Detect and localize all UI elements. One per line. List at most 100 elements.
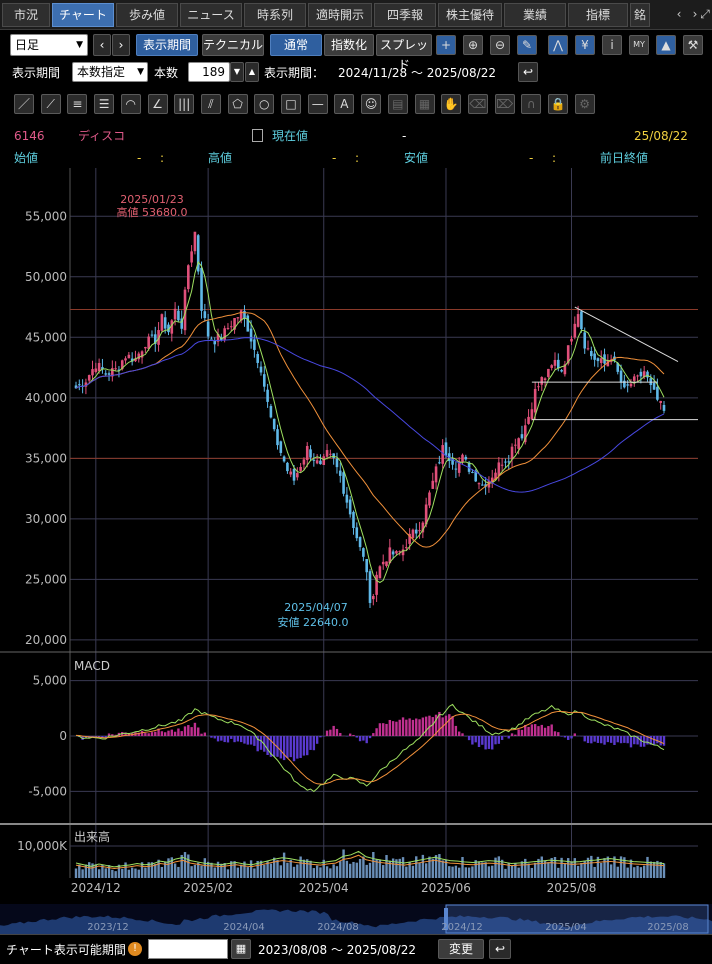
line-tool-icon[interactable]: ／ (14, 94, 34, 114)
zoom-out-icon[interactable]: ⊖ (490, 35, 510, 55)
zoom-in-icon[interactable]: ⊕ (463, 35, 483, 55)
volume-bar (154, 864, 157, 878)
tab-5[interactable]: 適時開示 (308, 3, 372, 27)
tab-6[interactable]: 四季報 (374, 3, 436, 27)
parallel-lines-icon[interactable]: ≡ (67, 94, 88, 114)
horizontal-lines (70, 308, 698, 459)
volume-bar (639, 867, 643, 878)
tab-8[interactable]: 業績 (504, 3, 566, 27)
ruler-tool-icon[interactable]: ⟋ (40, 94, 61, 114)
volume-bar (596, 856, 600, 878)
copy-icon[interactable]: ▤ (387, 94, 408, 114)
next-button[interactable]: › (112, 34, 130, 56)
candle-body (259, 366, 263, 373)
settings-icon[interactable]: ⚙ (574, 94, 595, 114)
stock-code: 6146 (14, 129, 45, 143)
volume-bar (524, 858, 527, 878)
prev-button[interactable]: ‹ (93, 34, 111, 56)
macd-histogram-bar (121, 732, 124, 736)
volume-bar (593, 866, 596, 878)
hand-icon[interactable]: ✋ (441, 94, 462, 114)
technical-button[interactable]: テクニカル (202, 34, 264, 56)
period-type-select[interactable]: 日足 ▼ (10, 34, 88, 56)
wrench-icon[interactable]: ⚒ (683, 35, 703, 55)
tab-9[interactable]: 指標 (568, 3, 628, 27)
lock-icon[interactable]: 🔒 (548, 94, 568, 114)
count-up-button[interactable]: ▲ (245, 62, 259, 82)
prev-close-label: 前日終値 (600, 151, 649, 165)
tab-3[interactable]: ニュース (180, 3, 242, 27)
magnet-icon[interactable]: ∩ (521, 94, 542, 114)
tab-10[interactable]: 銘 (630, 3, 650, 27)
macd-histogram-bar (500, 736, 504, 740)
count-down-button[interactable]: ▼ (230, 62, 244, 82)
horizontal-lines-icon[interactable]: ☰ (94, 94, 115, 114)
volume-bar (157, 859, 160, 878)
display-period-button[interactable]: 表示期間 (136, 34, 198, 56)
annotations: 2025/01/23 高値 53680.0 2025/04/07 安値 2264… (117, 193, 349, 629)
candle-body (623, 380, 626, 388)
hline-icon[interactable]: — (307, 94, 328, 114)
macd-histogram-bar (662, 736, 666, 746)
plus-icon[interactable]: + (436, 35, 456, 55)
pencil-icon[interactable]: ✎ (517, 35, 537, 55)
macd-histogram-bar (296, 736, 299, 759)
yen-icon[interactable]: ¥ (575, 35, 595, 55)
tab-7[interactable]: 株主優待 (438, 3, 502, 27)
mode-index-button[interactable]: 指数化 (324, 34, 374, 56)
overview-navigator[interactable]: 2023/12 2024/04 2024/08 2024/12 2025/04 2025/… (0, 904, 712, 934)
price-chart[interactable]: 55,000 50,000 45,000 40,000 35,000 30,000 25,0… (0, 168, 712, 900)
volume-bar (438, 854, 441, 878)
info-icon[interactable]: i (602, 35, 622, 55)
square-icon[interactable]: □ (281, 94, 301, 114)
reset-range-button[interactable]: ↩ (489, 939, 511, 959)
macd-histogram-bar (114, 734, 117, 736)
low-annotation-text: 安値 22640.0 (278, 615, 349, 629)
change-button[interactable]: 変更 (438, 939, 484, 959)
eraser-all-icon[interactable]: ⌦ (494, 94, 515, 114)
volume-bar (401, 857, 405, 878)
chart-lines-icon[interactable]: ⋀ (548, 35, 568, 55)
tab-prev-icon[interactable]: ‹ (676, 7, 682, 21)
eraser-icon[interactable]: ⌫ (467, 94, 488, 114)
candle-body (160, 314, 164, 331)
vertical-lines-icon[interactable]: ||| (174, 94, 195, 114)
date-input[interactable] (148, 939, 228, 959)
stamp-icon[interactable]: ☺ (361, 94, 382, 114)
calendar-icon[interactable]: ▦ (231, 939, 251, 959)
fan-tool-icon[interactable]: ∠ (147, 94, 168, 114)
tab-next-icon[interactable]: › (692, 7, 698, 21)
tab-0[interactable]: 市況 (2, 3, 50, 27)
tab-2[interactable]: 歩み値 (116, 3, 178, 27)
volume-bar (322, 859, 325, 878)
my-icon[interactable]: MY (629, 35, 649, 55)
date-tick-label: 2025/06 (421, 881, 471, 895)
macd-histogram-bar (424, 716, 428, 736)
drawing-toolbar: ／ ⟋ ≡ ☰ ◠ ∠ ||| ⫽ ⬠ ○ □ — A ☺ ▤ ▦ ✋ ⌫ ⌦ ∩ 🔒 ⚙ (0, 92, 712, 118)
volume-bar (507, 863, 510, 878)
mode-normal-button[interactable]: 通常 (270, 34, 322, 56)
arc-tool-icon[interactable]: ◠ (120, 94, 141, 114)
area-chart-icon[interactable]: ▲ (656, 35, 676, 55)
mode-spread-button[interactable]: スプレッド (376, 34, 432, 72)
candle-body (243, 310, 246, 319)
pentagon-icon[interactable]: ⬠ (227, 94, 248, 114)
volume-bar (206, 861, 210, 878)
count-mode-select[interactable]: 本数指定 ▼ (72, 62, 148, 82)
volume-bar (642, 865, 646, 878)
candle-body (642, 371, 646, 378)
expand-icon[interactable]: ⤢ (700, 7, 710, 21)
gann-fan-icon[interactable]: ⫽ (200, 94, 221, 114)
tab-4[interactable]: 時系列 (244, 3, 306, 27)
list-icon[interactable]: ▦ (414, 94, 435, 114)
circle-icon[interactable]: ○ (254, 94, 275, 114)
macd-histogram-bar (553, 731, 557, 736)
candle-body (342, 472, 345, 494)
tab-1[interactable]: チャート (52, 3, 114, 27)
reset-button[interactable]: ↩ (518, 62, 538, 82)
text-tool-icon[interactable]: A (334, 94, 355, 114)
macd-histogram-bar (266, 736, 269, 756)
count-input[interactable]: 189 (188, 62, 230, 82)
candle-body (127, 354, 131, 359)
candle-body (500, 464, 504, 466)
